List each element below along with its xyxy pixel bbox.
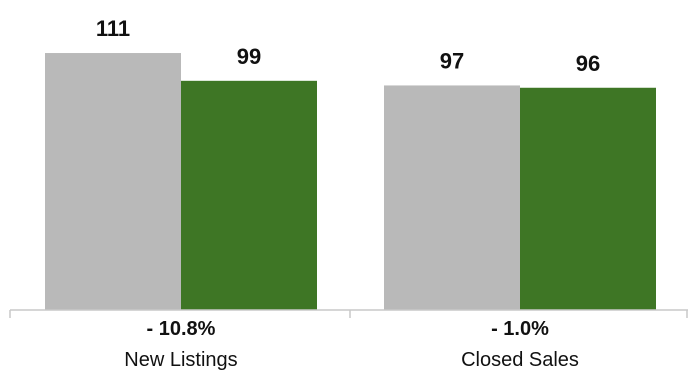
bar-new-listings-series-1 [45, 53, 181, 310]
category-label-new-listings: New Listings [124, 349, 237, 371]
value-label-closed-sales-series-1: 97 [440, 48, 464, 73]
value-labels-group: 111 99 97 96 [96, 16, 600, 76]
value-label-new-listings-series-1: 111 [96, 16, 130, 41]
bar-closed-sales-series-2 [520, 87, 656, 310]
change-label-closed-sales: - 1.0% [491, 318, 549, 340]
category-label-closed-sales: Closed Sales [461, 349, 579, 371]
bar-closed-sales-series-1 [384, 85, 520, 310]
change-label-new-listings: - 10.8% [147, 318, 216, 340]
bar-new-listings-series-2 [181, 80, 317, 310]
value-label-new-listings-series-2: 99 [237, 44, 261, 69]
bars-group [45, 53, 656, 310]
value-label-closed-sales-series-2: 96 [576, 51, 600, 76]
